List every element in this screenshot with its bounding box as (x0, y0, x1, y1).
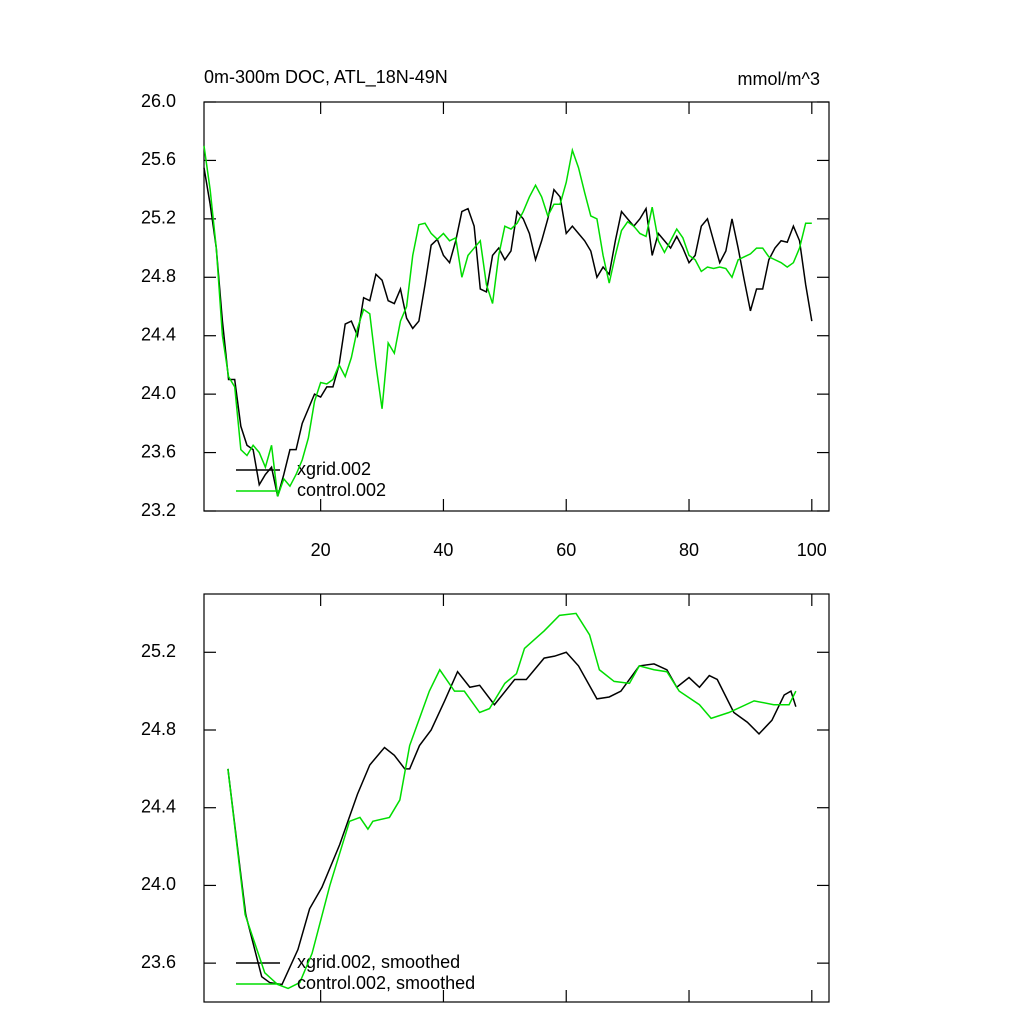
legend-label: xgrid.002 (297, 459, 371, 479)
y-tick-label: 24.4 (141, 796, 176, 816)
legend-label: control.002, smoothed (297, 973, 475, 993)
x-tick-label: 20 (311, 540, 331, 560)
x-tick-label: 40 (433, 540, 453, 560)
y-tick-label: 25.6 (141, 149, 176, 169)
series-line (203, 145, 812, 497)
chart-title: 0m-300m DOC, ATL_18N-49N (204, 67, 448, 88)
y-tick-label: 24.4 (141, 324, 176, 344)
y-tick-label: 25.2 (141, 641, 176, 661)
legend-label: xgrid.002, smoothed (297, 952, 460, 972)
x-tick-label: 100 (797, 540, 827, 560)
y-tick-label: 24.8 (141, 719, 176, 739)
series-line (227, 612, 797, 990)
y-tick-label: 24.0 (141, 383, 176, 403)
units: mmol/m^3 (738, 69, 820, 89)
x-tick-label: 60 (556, 540, 576, 560)
y-tick-label: 24.0 (141, 874, 176, 894)
series-line (227, 651, 797, 986)
y-tick-label: 25.2 (141, 208, 176, 228)
legend-label: control.002 (297, 480, 386, 500)
y-tick-label: 24.8 (141, 266, 176, 286)
y-tick-label: 23.2 (141, 500, 176, 520)
y-tick-label: 26.0 (141, 91, 176, 111)
x-tick-label: 80 (679, 540, 699, 560)
plot-frame (203, 101, 830, 512)
y-tick-label: 23.6 (141, 441, 176, 461)
y-tick-label: 23.6 (141, 952, 176, 972)
series-line (203, 167, 813, 497)
plot-frame (203, 593, 830, 1003)
